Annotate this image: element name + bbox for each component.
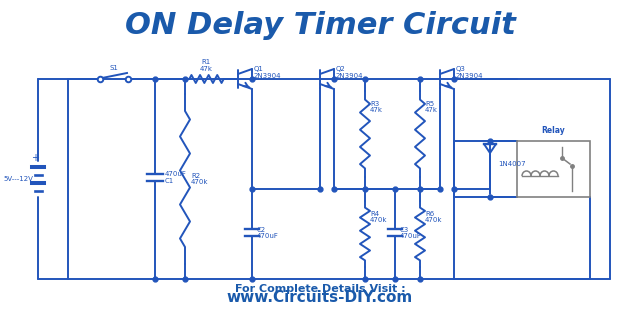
- Text: C2
470uF: C2 470uF: [257, 226, 279, 240]
- Text: Q1
2N3904: Q1 2N3904: [254, 66, 282, 79]
- Text: R4
470k: R4 470k: [370, 211, 387, 224]
- Text: Relay: Relay: [541, 126, 565, 135]
- Text: For Complete Details Visit :: For Complete Details Visit :: [235, 284, 405, 294]
- Bar: [517, 141, 590, 197]
- Text: Q3
2N3904: Q3 2N3904: [456, 66, 483, 79]
- Text: Q2
2N3904: Q2 2N3904: [336, 66, 364, 79]
- Text: R2
470k: R2 470k: [191, 173, 209, 186]
- Text: 5V---12V: 5V---12V: [3, 176, 33, 182]
- Text: R1
47k: R1 47k: [200, 59, 213, 72]
- Text: R6
470k: R6 470k: [425, 211, 442, 224]
- Text: C3
470uF: C3 470uF: [400, 226, 422, 240]
- Text: R5
47k: R5 47k: [425, 100, 438, 114]
- Text: ON Delay Timer Circuit: ON Delay Timer Circuit: [125, 11, 515, 40]
- Text: 470uF: 470uF: [165, 171, 187, 177]
- Text: C1: C1: [165, 178, 174, 184]
- Text: 1N4007: 1N4007: [498, 161, 525, 167]
- Text: www.Circuits-DIY.com: www.Circuits-DIY.com: [227, 290, 413, 305]
- Text: S1: S1: [109, 65, 118, 71]
- Text: R3
47k: R3 47k: [370, 100, 383, 114]
- Text: +: +: [31, 153, 39, 163]
